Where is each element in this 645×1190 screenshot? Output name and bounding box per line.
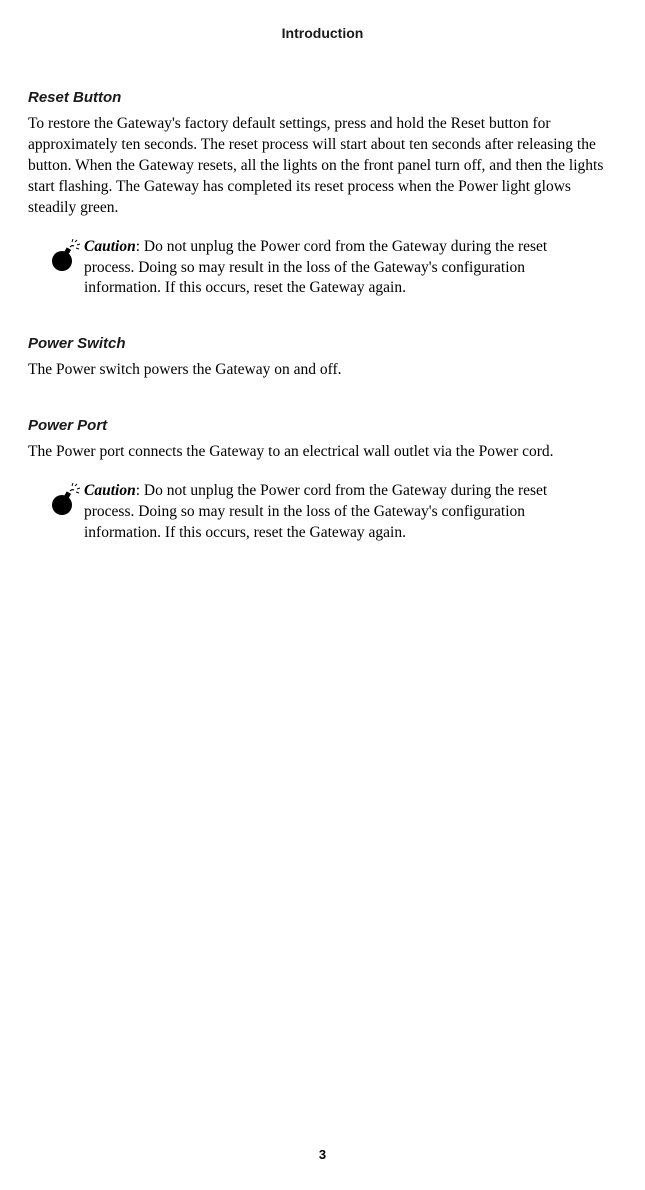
caution-body: : Do not unplug the Power cord from the … [84,482,547,541]
section-power-port: Power Port The Power port connects the G… [28,417,617,544]
section-reset-button: Reset Button To restore the Gateway's fa… [28,89,617,299]
page-header: Introduction [28,25,617,41]
caution-block: Caution: Do not unplug the Power cord fr… [28,481,617,544]
caution-label: Caution [84,482,136,499]
section-heading: Power Port [28,417,617,434]
caution-label: Caution [84,238,136,255]
body-text: The Power port connects the Gateway to a… [28,442,617,463]
body-text: To restore the Gateway's factory default… [28,114,617,219]
bomb-caution-icon [48,239,82,273]
caution-body: : Do not unplug the Power cord from the … [84,238,547,297]
section-power-switch: Power Switch The Power switch powers the… [28,335,617,381]
body-text: The Power switch powers the Gateway on a… [28,360,617,381]
section-heading: Reset Button [28,89,617,106]
caution-block: Caution: Do not unplug the Power cord fr… [28,237,617,300]
section-heading: Power Switch [28,335,617,352]
page-number: 3 [0,1147,645,1162]
caution-text: Caution: Do not unplug the Power cord fr… [84,237,557,300]
caution-text: Caution: Do not unplug the Power cord fr… [84,481,557,544]
bomb-caution-icon [48,483,82,517]
